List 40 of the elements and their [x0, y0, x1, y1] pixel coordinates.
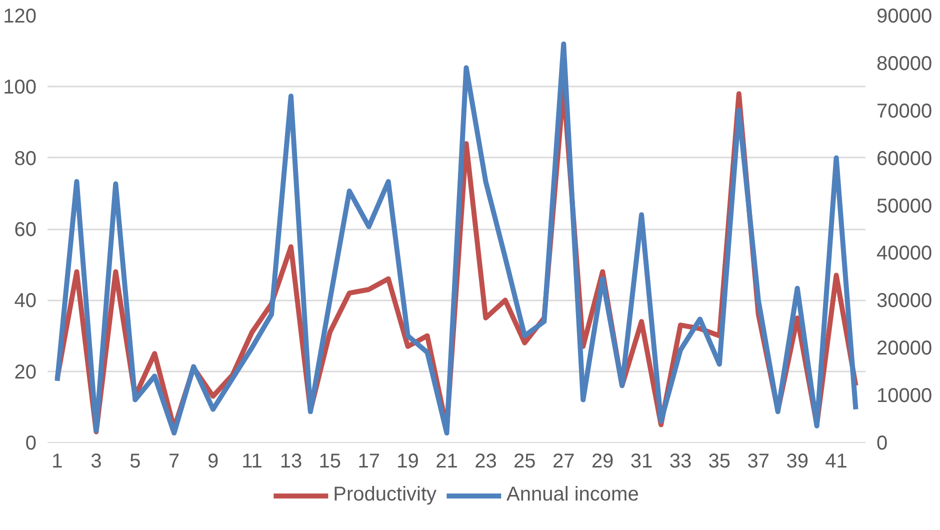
y2-tick-label: 40000 — [876, 242, 932, 265]
x-tick-label: 9 — [207, 450, 219, 472]
y-tick-label: 20 — [14, 361, 37, 384]
y-tick-label: 0 — [25, 432, 36, 454]
x-tick-label: 29 — [591, 450, 614, 472]
x-tick-label: 41 — [825, 450, 848, 472]
y-tick-label: 120 — [3, 6, 37, 28]
x-tick-label: 37 — [747, 450, 770, 472]
x-tick-label: 11 — [242, 450, 262, 472]
x-tick-label: 17 — [358, 450, 380, 472]
x-tick-label: 5 — [130, 450, 141, 472]
y2-tick-label: 30000 — [876, 290, 932, 312]
x-tick-label: 21 — [436, 450, 458, 472]
x-tick-label: 33 — [669, 450, 692, 472]
x-tick-label: 25 — [514, 450, 536, 472]
x-tick-label: 13 — [280, 450, 302, 472]
legend-label: Productivity — [333, 484, 437, 506]
x-tick-label: 39 — [786, 450, 808, 472]
y2-tick-label: 80000 — [876, 52, 932, 75]
x-tick-label: 23 — [474, 450, 497, 472]
y-tick-label: 60 — [14, 219, 37, 241]
y2-tick-label: 10000 — [876, 385, 932, 408]
x-tick-label: 7 — [168, 450, 180, 472]
y2-tick-label: 60000 — [876, 148, 932, 170]
y2-tick-label: 20000 — [876, 338, 932, 360]
x-tick-label: 15 — [318, 450, 342, 472]
y2-tick-label: 0 — [876, 432, 888, 454]
x-tick-label: 31 — [630, 450, 653, 472]
y-tick-label: 100 — [3, 76, 37, 99]
y-tick-label: 80 — [14, 148, 37, 170]
legend-label: Annual income — [506, 484, 639, 506]
x-tick-label: 3 — [90, 450, 102, 472]
y2-tick-label: 70000 — [876, 100, 932, 122]
x-tick-label: 1 — [52, 450, 63, 472]
y2-tick-label: 90000 — [876, 6, 932, 28]
x-tick-label: 27 — [552, 450, 575, 472]
x-tick-label: 35 — [708, 450, 731, 472]
y-tick-label: 40 — [14, 290, 37, 312]
x-tick-label: 19 — [396, 450, 419, 472]
y2-tick-label: 50000 — [876, 195, 932, 218]
